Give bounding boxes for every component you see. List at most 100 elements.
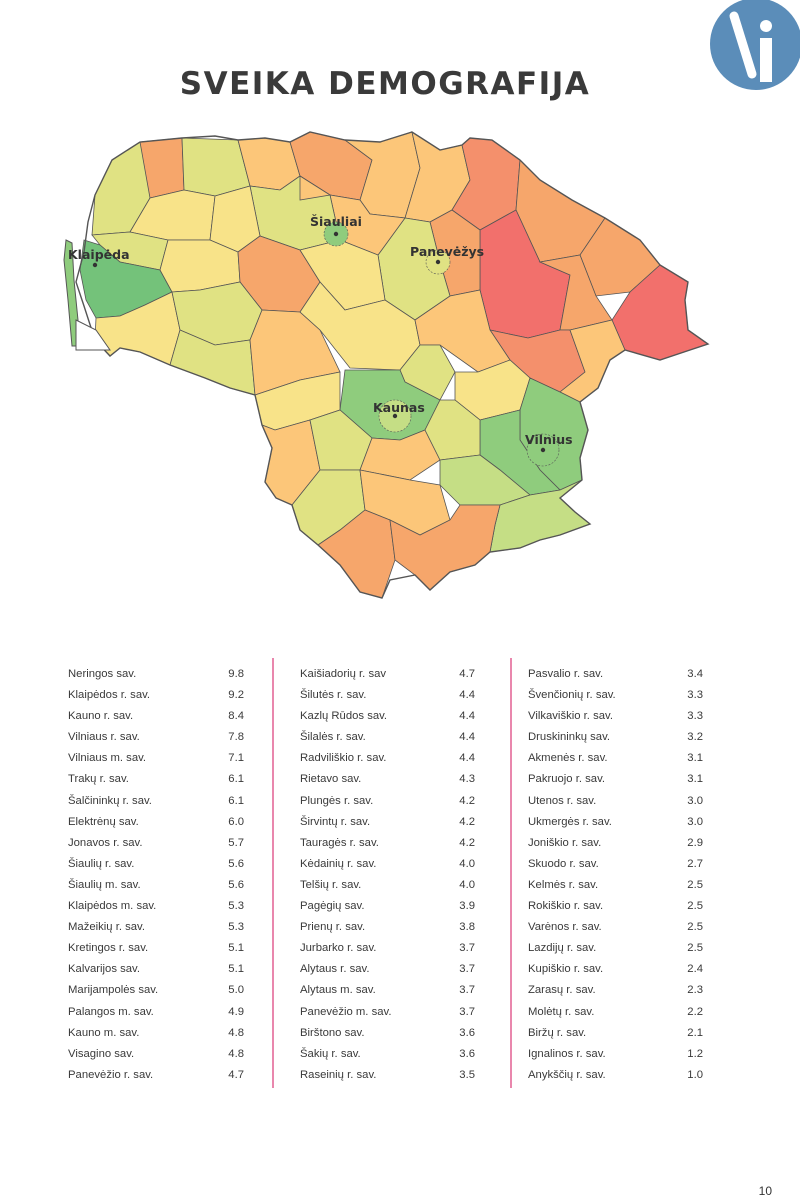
municipality-name: Vilniaus m. sav.: [68, 752, 147, 765]
municipality-name: Anykščių r. sav.: [528, 1068, 606, 1081]
municipality-name: Joniškio r. sav.: [528, 836, 602, 849]
municipality-name: Rietavo sav.: [300, 773, 362, 786]
table-row: Šilutės r. sav. 4.4: [300, 685, 475, 706]
municipality-name: Neringos sav.: [68, 668, 137, 680]
logo: [710, 0, 800, 90]
municipality-value: 4.9: [228, 1005, 244, 1018]
table-row: Šilalės r. sav. 4.4: [300, 727, 475, 748]
city-label: Klaipėda: [68, 247, 130, 262]
municipality-value: 4.4: [459, 689, 475, 702]
municipality-value: 5.6: [228, 878, 244, 891]
municipality-value: 3.3: [687, 689, 703, 702]
municipality-value: 6.0: [228, 815, 244, 828]
municipality-name: Elektrėnų sav.: [68, 815, 139, 828]
municipality-value: 4.3: [459, 773, 475, 786]
page-title: SVEIKA DEMOGRAFIJA: [179, 66, 591, 102]
table-row: Rietavo sav. 4.3: [300, 769, 475, 790]
table-row: Druskininkų sav. 3.2: [528, 727, 703, 748]
municipality-name: Radviliškio r. sav.: [300, 752, 387, 765]
city-dot: [540, 447, 546, 453]
municipality-value: 1.0: [687, 1068, 703, 1081]
municipality-value: 2.9: [687, 836, 703, 849]
municipality-value: 3.6: [459, 1047, 475, 1060]
municipality-value: 9.2: [228, 689, 244, 702]
municipality-name: Molėtų r. sav.: [528, 1005, 595, 1018]
municipality-value: 2.5: [687, 921, 703, 934]
municipality-name: Šiaulių r. sav.: [68, 857, 135, 870]
ranking-column-2: Kaišiadorių r. sav 4.7 Šilutės r. sav. 4.4 K…: [300, 664, 475, 1086]
municipality-name: Šilutės r. sav.: [300, 689, 367, 702]
country-outline: [75, 131, 710, 599]
municipality-value: 4.4: [459, 731, 475, 744]
municipality-value: 2.5: [687, 942, 703, 955]
table-row: Šakių r. sav. 3.6: [300, 1044, 475, 1065]
municipality-value: 3.8: [459, 921, 475, 934]
table-row: Panevėžio m. sav. 3.7: [300, 1002, 475, 1023]
municipality-name: Šilalės r. sav.: [300, 731, 366, 744]
municipality-value: 9.8: [228, 668, 244, 680]
municipality-value: 4.2: [459, 794, 475, 807]
table-row: Radviliškio r. sav. 4.4: [300, 748, 475, 769]
municipality-name: Birštono sav.: [300, 1026, 365, 1039]
municipality-name: Klaipėdos m. sav.: [68, 900, 157, 913]
table-row: Lazdijų r. sav. 2.5: [528, 938, 703, 959]
municipality-name: Kupiškio r. sav.: [528, 963, 604, 976]
table-row: Klaipėdos r. sav. 9.2: [68, 685, 244, 706]
municipality-name: Klaipėdos r. sav.: [68, 689, 151, 702]
table-row: Vilkaviškio r. sav. 3.3: [528, 706, 703, 727]
municipality-value: 4.7: [459, 668, 475, 680]
municipality-name: Kalvarijos sav.: [68, 963, 140, 976]
table-row: Pakruojo r. sav. 3.1: [528, 769, 703, 790]
region-kedainiai: [299, 281, 421, 371]
municipality-value: 4.8: [228, 1047, 244, 1060]
municipality-name: Skuodo r. sav.: [528, 857, 599, 870]
municipality-value: 2.1: [687, 1026, 703, 1039]
municipality-name: Raseinių r. sav.: [300, 1068, 377, 1081]
table-row: Birštono sav. 3.6: [300, 1023, 475, 1044]
table-row: Švenčionių r. sav. 3.3: [528, 685, 703, 706]
municipality-value: 4.0: [459, 878, 475, 891]
municipality-value: 5.1: [228, 963, 244, 976]
table-row: Ignalinos r. sav. 1.2: [528, 1044, 703, 1065]
municipality-name: Panevėžio m. sav.: [300, 1005, 392, 1018]
municipality-value: 3.7: [459, 984, 475, 997]
city-label: Panevėžys: [410, 244, 484, 259]
table-row: Vilniaus m. sav. 7.1: [68, 748, 244, 769]
municipality-name: Palangos m. sav.: [68, 1005, 154, 1018]
column-divider: [510, 658, 512, 1088]
table-row: Varėnos r. sav. 2.5: [528, 917, 703, 938]
municipality-name: Mažeikių r. sav.: [68, 921, 146, 934]
table-row: Jonavos r. sav. 5.7: [68, 833, 244, 854]
municipality-name: Kazlų Rūdos sav.: [300, 710, 388, 723]
table-row: Klaipėdos m. sav. 5.3: [68, 896, 244, 917]
region-joniskis: [299, 175, 332, 201]
municipality-value: 3.7: [459, 1005, 475, 1018]
table-row: Rokiškio r. sav. 2.5: [528, 896, 703, 917]
municipality-value: 3.3: [687, 710, 703, 723]
municipality-value: 3.7: [459, 942, 475, 955]
municipality-name: Šiaulių m. sav.: [68, 878, 141, 891]
municipality-value: 3.5: [459, 1068, 475, 1081]
municipality-name: Telšių r. sav.: [300, 878, 362, 891]
table-row: Pasvalio r. sav. 3.4: [528, 664, 703, 685]
municipality-value: 5.0: [228, 984, 244, 997]
table-row: Telšių r. sav. 4.0: [300, 875, 475, 896]
municipality-value: 7.1: [228, 752, 244, 765]
municipality-name: Alytaus m. sav.: [300, 984, 376, 997]
municipality-value: 2.7: [687, 857, 703, 870]
city-label: Vilnius: [525, 432, 573, 447]
table-row: Joniškio r. sav. 2.9: [528, 833, 703, 854]
table-row: Alytaus r. sav. 3.7: [300, 959, 475, 980]
municipality-name: Panevėžio r. sav.: [68, 1068, 154, 1081]
municipality-value: 5.3: [228, 900, 244, 913]
municipality-name: Švenčionių r. sav.: [528, 689, 616, 702]
municipality-name: Pasvalio r. sav.: [528, 668, 604, 680]
municipality-name: Vilniaus r. sav.: [68, 731, 140, 744]
table-row: Kazlų Rūdos sav. 4.4: [300, 706, 475, 727]
municipality-name: Kretingos r. sav.: [68, 942, 149, 955]
table-row: Kretingos r. sav. 5.1: [68, 938, 244, 959]
municipality-value: 2.5: [687, 900, 703, 913]
table-row: Tauragės r. sav. 4.2: [300, 833, 475, 854]
lithuania-map: Klaipėda Šiauliai Panevėžys Kaunas Vilnius: [63, 131, 710, 599]
table-row: Molėtų r. sav. 2.2: [528, 1002, 703, 1023]
